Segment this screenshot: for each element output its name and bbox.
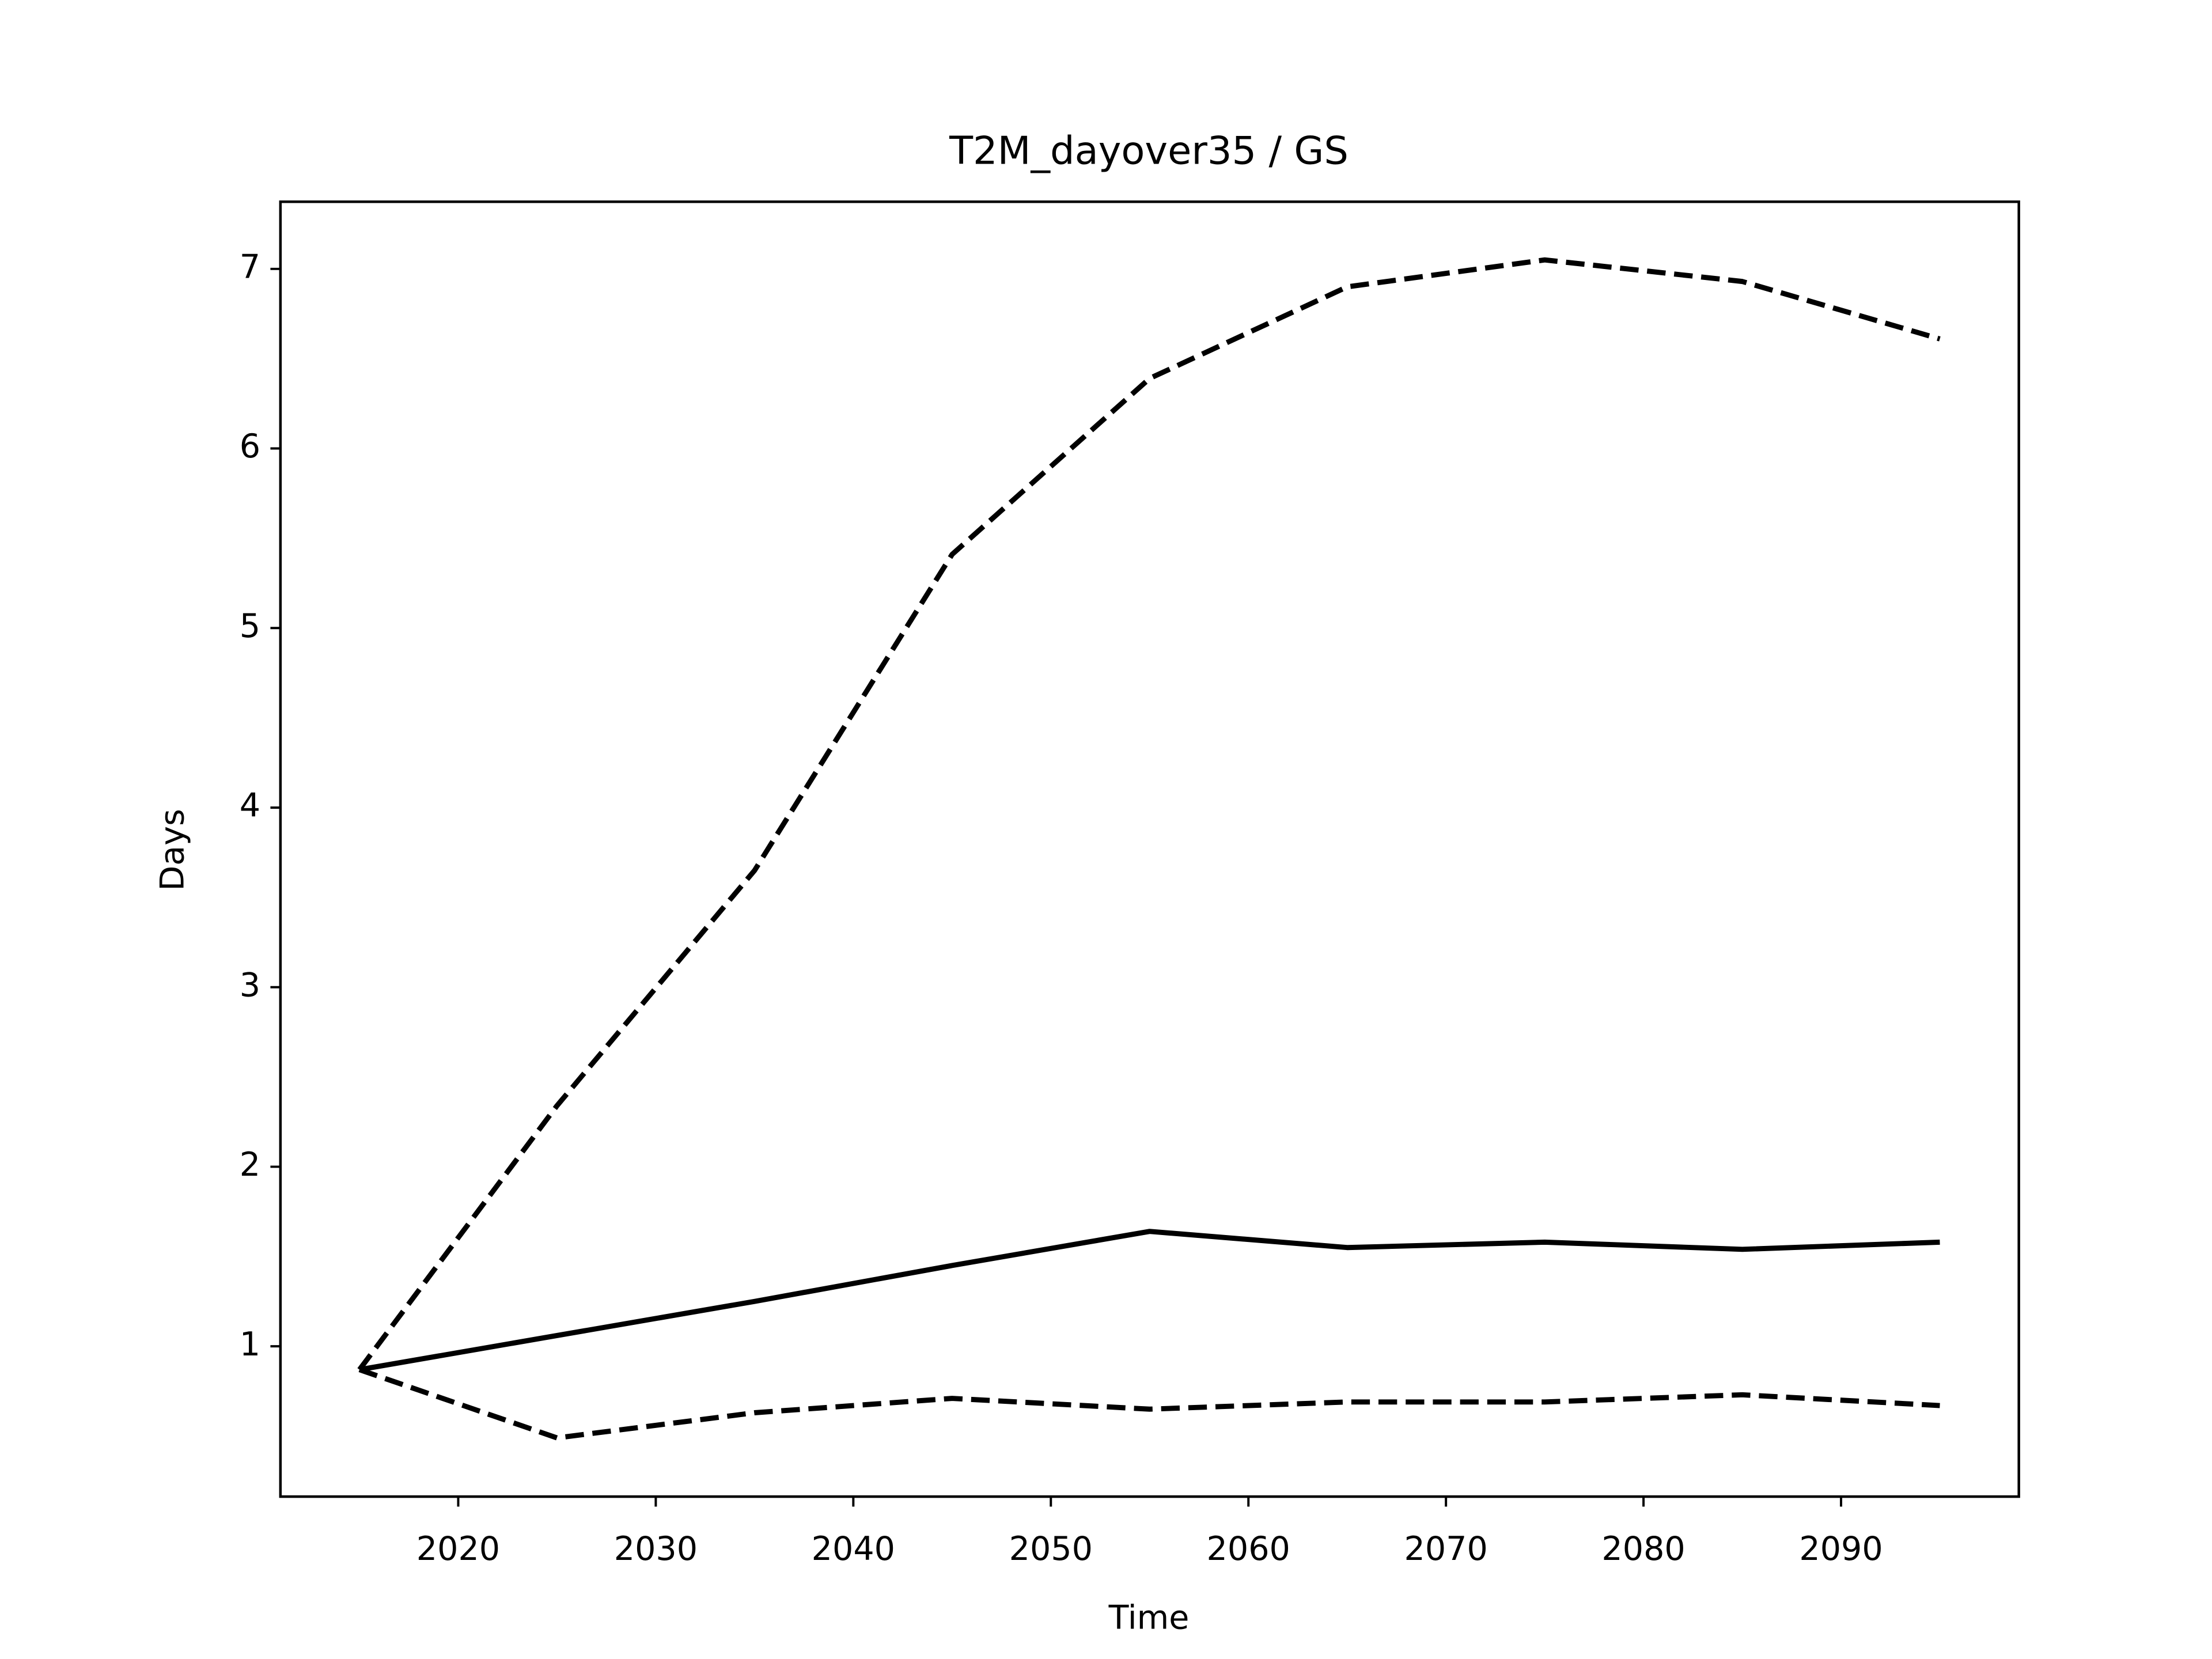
x-tick-label: 2080 xyxy=(1601,1530,1685,1568)
y-tick-label: 3 xyxy=(240,966,260,1004)
y-tick-label: 7 xyxy=(240,248,260,286)
x-tick-label: 2070 xyxy=(1404,1530,1487,1568)
x-tick-label: 2060 xyxy=(1207,1530,1290,1568)
x-axis-label: Time xyxy=(1108,1599,1190,1637)
x-tick-label: 2090 xyxy=(1799,1530,1883,1568)
x-tick-label: 2030 xyxy=(614,1530,698,1568)
y-axis-label: Days xyxy=(154,809,192,891)
y-tick-label: 6 xyxy=(240,427,260,465)
x-tick-label: 2050 xyxy=(1009,1530,1093,1568)
y-tick-label: 4 xyxy=(240,787,260,825)
x-tick-label: 2040 xyxy=(812,1530,895,1568)
plot-frame xyxy=(279,200,2020,1498)
series-line xyxy=(357,257,1941,1372)
chart-title: T2M_dayover35 / GS xyxy=(949,128,1349,173)
y-tick-label: 2 xyxy=(240,1146,260,1184)
x-tick-label: 2020 xyxy=(416,1530,500,1568)
series-line xyxy=(358,1367,1940,1441)
y-tick-label: 5 xyxy=(240,607,260,645)
y-tick-label: 1 xyxy=(240,1325,260,1363)
series-line xyxy=(359,1229,1940,1373)
